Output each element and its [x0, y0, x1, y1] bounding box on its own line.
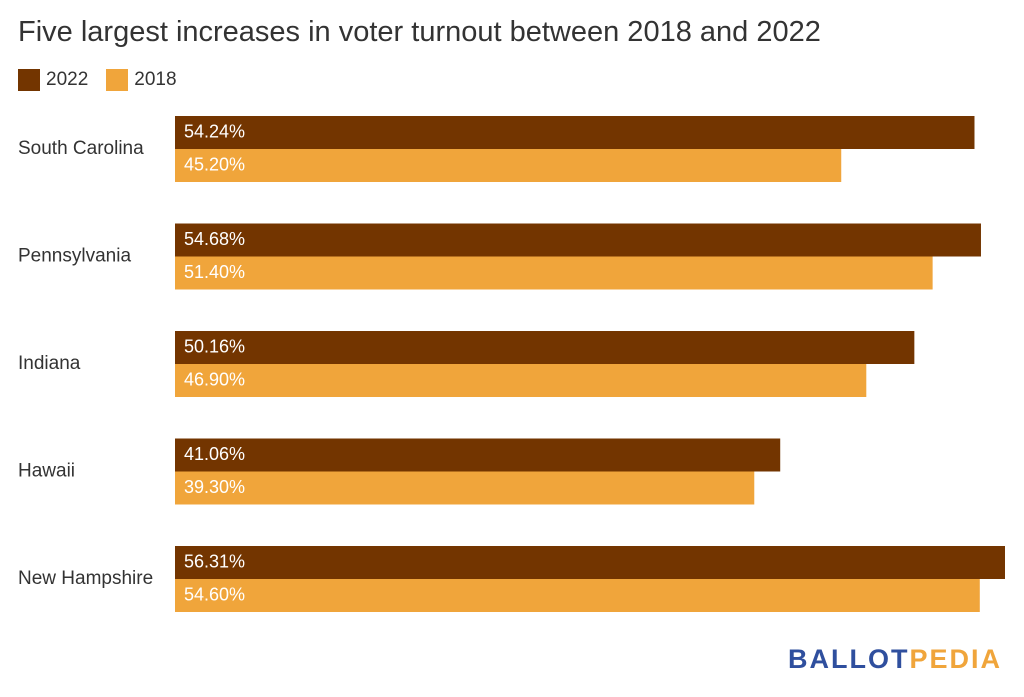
data-label-2022-south-carolina: 54.24%: [184, 121, 245, 141]
data-label-2018-indiana: 46.90%: [184, 369, 245, 389]
data-label-2022-new-hampshire: 56.31%: [184, 551, 245, 571]
logo-text-ballot: BALLOT: [787, 644, 910, 674]
category-label-hawaii: Hawaii: [18, 461, 75, 482]
category-label-indiana: Indiana: [18, 353, 81, 374]
data-label-2022-hawaii: 41.06%: [184, 444, 245, 464]
bar-2018-south-carolina: [175, 149, 842, 182]
bar-2022-hawaii: [175, 438, 781, 472]
data-label-2018-pennsylvania: 51.40%: [184, 262, 245, 282]
category-label-south-carolina: South Carolina: [18, 138, 144, 159]
legend: 2022 2018: [18, 69, 195, 91]
bar-2022-south-carolina: [175, 116, 975, 149]
data-label-2018-south-carolina: 45.20%: [184, 154, 245, 174]
legend-swatch-2022: [18, 69, 40, 91]
legend-swatch-2018: [106, 69, 129, 91]
data-label-2018-hawaii: 39.30%: [184, 477, 245, 497]
bar-2018-hawaii: [175, 471, 755, 505]
legend-item-2022: 2022: [18, 69, 88, 91]
bar-2022-indiana: [175, 331, 915, 364]
logo-text-pedia: PEDIA: [909, 644, 1002, 674]
bar-2018-pennsylvania: [175, 256, 933, 290]
data-label-2018-new-hampshire: 54.60%: [184, 584, 245, 604]
category-label-pennsylvania: Pennsylvania: [18, 246, 131, 267]
ballotpedia-logo: BALLOTPEDIA: [788, 644, 1002, 675]
legend-label-2018: 2018: [134, 69, 177, 90]
chart-title: Five largest increases in voter turnout …: [18, 16, 821, 48]
bar-2022-new-hampshire: [175, 546, 1005, 579]
bar-2018-new-hampshire: [175, 579, 980, 612]
bar-2022-pennsylvania: [175, 223, 981, 257]
legend-item-2018: 2018: [106, 69, 177, 91]
category-label-new-hampshire: New Hampshire: [18, 568, 153, 589]
data-label-2022-indiana: 50.16%: [184, 336, 245, 356]
data-label-2022-pennsylvania: 54.68%: [184, 229, 245, 249]
bar-2018-indiana: [175, 364, 867, 397]
legend-label-2022: 2022: [46, 69, 89, 90]
